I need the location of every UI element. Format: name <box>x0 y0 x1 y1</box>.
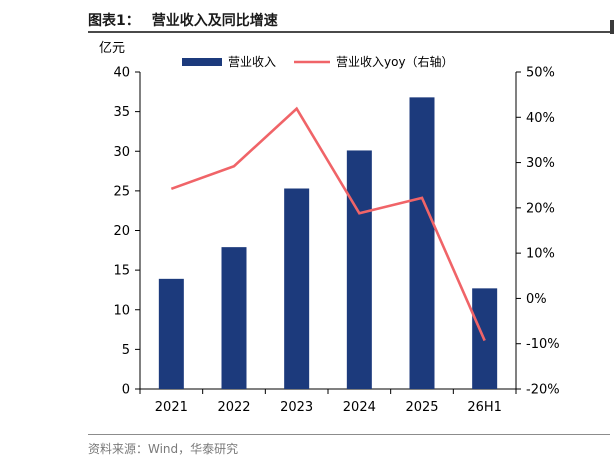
revenue-bar <box>221 247 247 389</box>
source-note: 资料来源：Wind，华泰研究 <box>88 442 239 456</box>
left-y-tick-label: 30 <box>113 145 130 160</box>
x-tick-label: 2025 <box>405 400 438 415</box>
title-rule <box>88 31 610 33</box>
figure-title-text: 营业收入及同比增速 <box>151 13 278 29</box>
right-y-tick-label: 50% <box>526 66 555 81</box>
right-y-tick-label: 20% <box>526 201 555 216</box>
right-y-tick-label: 30% <box>526 156 555 171</box>
legend-revenue-swatch <box>182 58 222 66</box>
left-y-tick-label: 10 <box>113 303 130 318</box>
legend-yoy-label: 营业收入yoy（右轴） <box>336 54 454 69</box>
left-y-tick-label: 40 <box>113 66 130 81</box>
source-rule <box>88 434 610 435</box>
revenue-bar <box>284 188 310 389</box>
yoy-line <box>170 106 486 342</box>
figure-title: 图表1： 营业收入及同比增速 <box>88 10 278 30</box>
x-tick-label: 26H1 <box>467 400 502 415</box>
right-y-tick-label: -20% <box>526 383 560 398</box>
left-y-tick-label: 5 <box>122 343 130 358</box>
right-y-tick-label: -10% <box>526 337 560 352</box>
left-y-tick-label: 25 <box>113 184 130 199</box>
left-y-tick-label: 15 <box>113 264 130 279</box>
x-tick-label: 2022 <box>217 400 250 415</box>
legend-revenue-label: 营业收入 <box>228 55 276 69</box>
right-y-tick-label: 0% <box>526 292 547 307</box>
right-y-tick-label: 10% <box>526 247 555 262</box>
x-tick-label: 2021 <box>155 400 188 415</box>
next-figure-edge-mark <box>610 20 614 34</box>
revenue-bars <box>158 97 498 390</box>
revenue-bar <box>409 97 435 390</box>
x-tick-label: 2024 <box>343 400 376 415</box>
chart-legend: 营业收入 营业收入yoy（右轴） <box>182 54 454 69</box>
yoy-line-layer <box>170 106 486 342</box>
chart-axes <box>135 71 521 394</box>
revenue-bar <box>158 278 184 389</box>
left-y-tick-label: 35 <box>113 105 130 120</box>
x-tick-label: 2023 <box>280 400 313 415</box>
left-y-tick-label: 0 <box>122 383 130 398</box>
revenue-bar <box>346 150 372 389</box>
figure-label: 图表1： <box>88 13 140 29</box>
right-y-tick-label: 40% <box>526 111 555 126</box>
left-y-tick-label: 20 <box>113 224 130 239</box>
chart-labels: 0510152025303540-20%-10%0%10%20%30%40%50… <box>99 41 560 415</box>
left-y-unit-label: 亿元 <box>99 41 125 56</box>
